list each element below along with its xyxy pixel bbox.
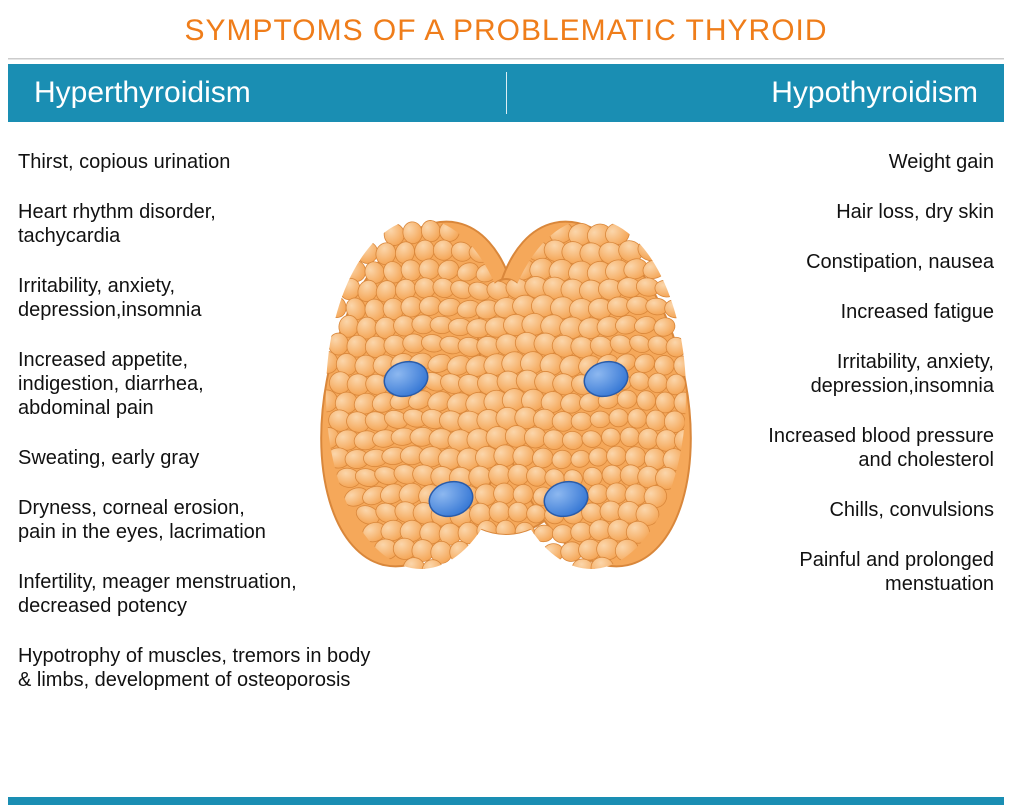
hypo-symptom: Increased fatigue — [634, 300, 994, 324]
hypo-symptom: Increased blood pressure and cholesterol — [634, 424, 994, 472]
hypo-symptom: Irritability, anxiety, depression,insomn… — [634, 350, 994, 398]
hyper-symptom: Thirst, copious urination — [18, 150, 378, 174]
hypo-symptom: Painful and prolonged menstuation — [634, 548, 994, 596]
title-underline — [8, 58, 1004, 60]
bottom-bar — [8, 797, 1004, 805]
hypo-symptom: Weight gain — [634, 150, 994, 174]
hypo-symptom: Chills, convulsions — [634, 498, 994, 522]
hypo-symptom: Constipation, nausea — [634, 250, 994, 274]
header-divider — [506, 72, 507, 114]
page-title: SYMPTOMS OF A PROBLEMATIC THYROID — [0, 0, 1012, 58]
hypo-symptom: Hair loss, dry skin — [634, 200, 994, 224]
header-right: Hypothyroidism — [506, 64, 1004, 122]
hyper-symptom: Hypotrophy of muscles, tremors in body &… — [18, 644, 378, 692]
header-bar: Hyperthyroidism Hypothyroidism — [8, 64, 1004, 122]
hypo-column: Weight gain Hair loss, dry skin Constipati… — [634, 150, 994, 596]
header-left: Hyperthyroidism — [8, 64, 506, 122]
content-area: Thirst, copious urinationHeart rhythm di… — [8, 122, 1004, 782]
